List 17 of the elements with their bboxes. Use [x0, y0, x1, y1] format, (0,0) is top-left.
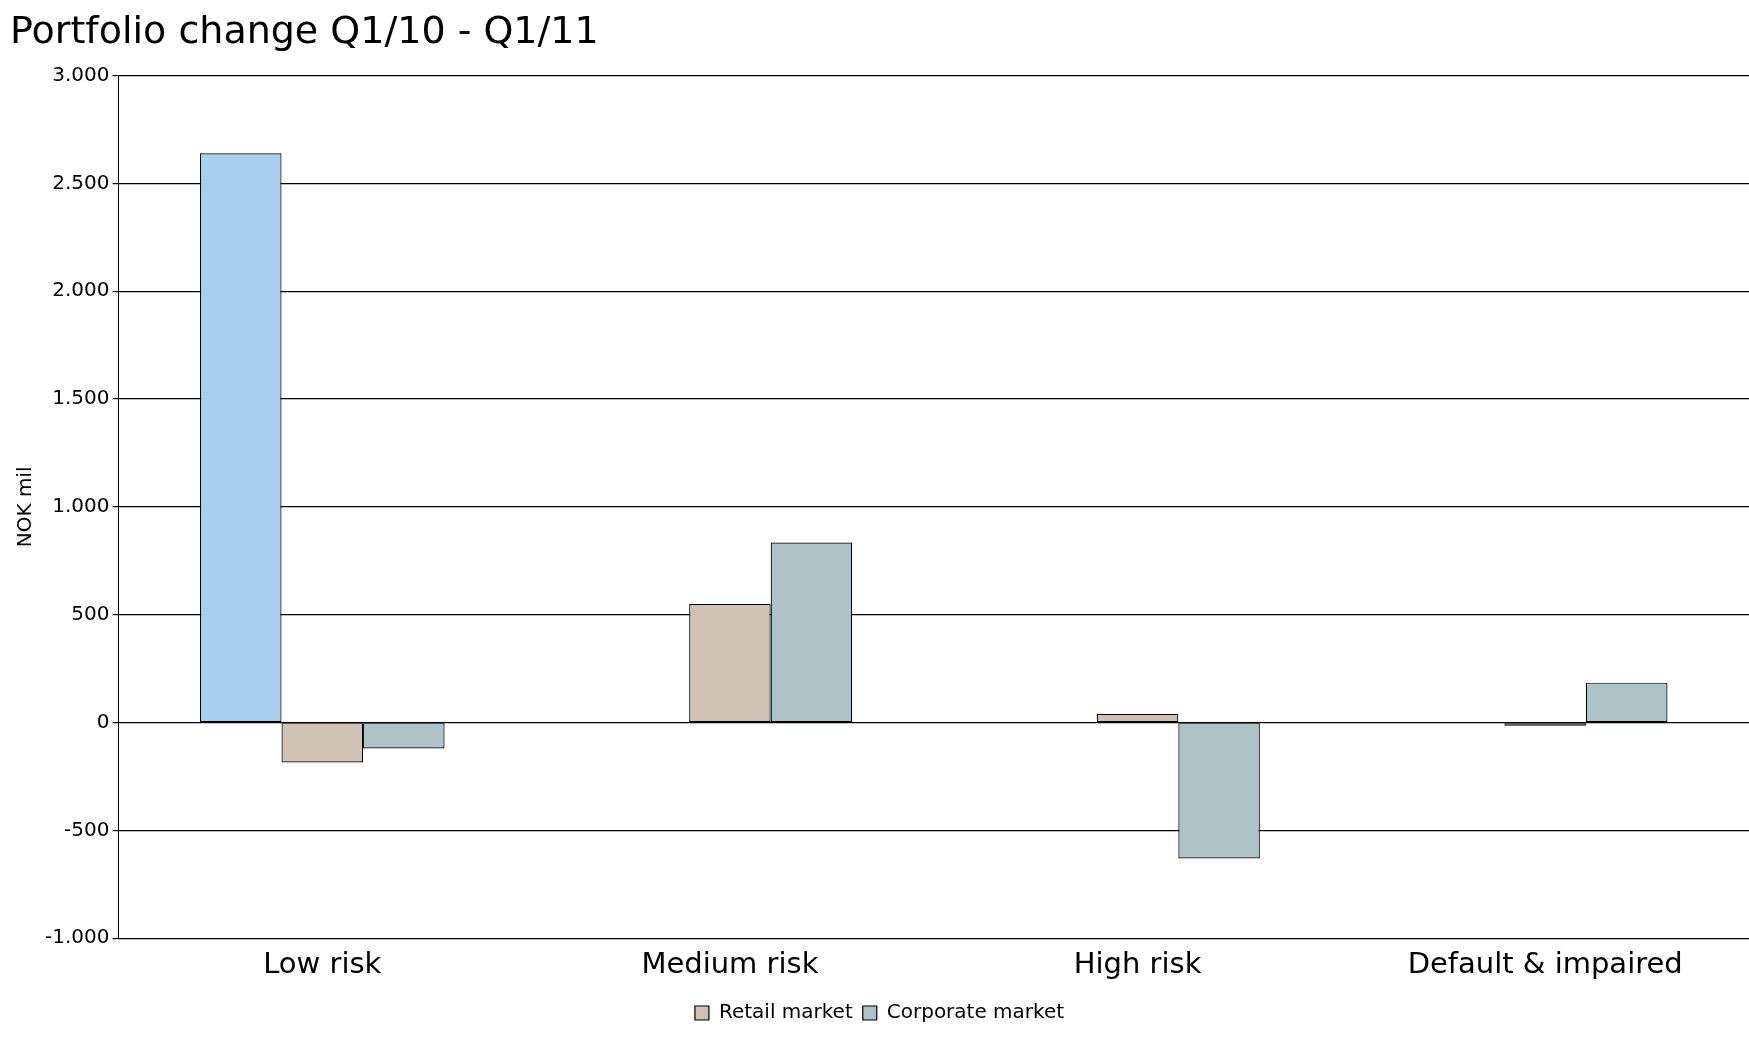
- x-tick-label: High risk: [1073, 946, 1202, 981]
- y-tick-label: 0: [96, 708, 110, 733]
- x-tick-label: Medium risk: [641, 946, 819, 981]
- y-tick-label: 1.500: [52, 385, 110, 410]
- x-tick-label: Default & impaired: [1407, 946, 1683, 981]
- x-tick-label: Low risk: [263, 946, 382, 981]
- y-tick-label: 500: [71, 600, 110, 625]
- legend-label: Retail market: [718, 999, 853, 1024]
- y-tick-label: -500: [64, 816, 110, 841]
- y-tick-label: 1.000: [52, 493, 110, 518]
- chart-title: Portfolio change Q1/10 - Q1/11: [10, 7, 599, 52]
- y-tick-label: -1.000: [44, 924, 110, 949]
- y-axis-title: NOK mil: [12, 466, 37, 548]
- legend-label: Corporate market: [886, 999, 1065, 1024]
- y-tick-label: 3.000: [52, 61, 110, 86]
- y-tick-label: 2.500: [52, 169, 110, 194]
- y-tick-label: 2.000: [52, 277, 110, 302]
